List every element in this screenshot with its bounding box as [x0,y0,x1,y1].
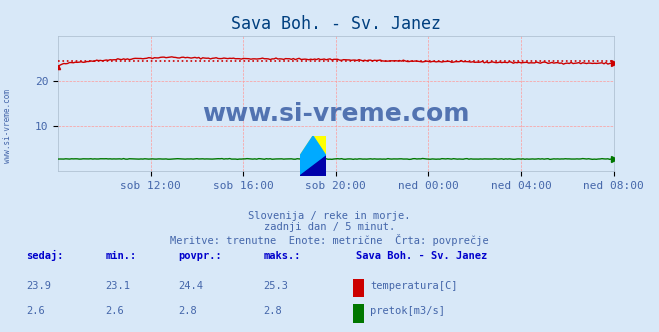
Text: Slovenija / reke in morje.
zadnji dan / 5 minut.
Meritve: trenutne  Enote: metri: Slovenija / reke in morje. zadnji dan / … [170,211,489,246]
Text: 2.8: 2.8 [178,306,196,316]
Text: temperatura[C]: temperatura[C] [370,281,458,291]
Text: 2.8: 2.8 [264,306,282,316]
Text: 2.6: 2.6 [26,306,45,316]
Text: 2.6: 2.6 [105,306,124,316]
Text: 23.1: 23.1 [105,281,130,291]
Text: www.si-vreme.com: www.si-vreme.com [202,102,470,126]
Title: Sava Boh. - Sv. Janez: Sava Boh. - Sv. Janez [231,15,441,33]
Text: www.si-vreme.com: www.si-vreme.com [3,89,13,163]
Text: 23.9: 23.9 [26,281,51,291]
Text: 24.4: 24.4 [178,281,203,291]
Text: maks.:: maks.: [264,251,301,261]
Polygon shape [300,136,326,156]
Polygon shape [300,156,326,176]
Text: sedaj:: sedaj: [26,250,64,261]
Text: povpr.:: povpr.: [178,251,221,261]
Text: pretok[m3/s]: pretok[m3/s] [370,306,445,316]
Polygon shape [300,136,326,176]
Text: min.:: min.: [105,251,136,261]
Text: Sava Boh. - Sv. Janez: Sava Boh. - Sv. Janez [356,251,487,261]
Text: 25.3: 25.3 [264,281,289,291]
